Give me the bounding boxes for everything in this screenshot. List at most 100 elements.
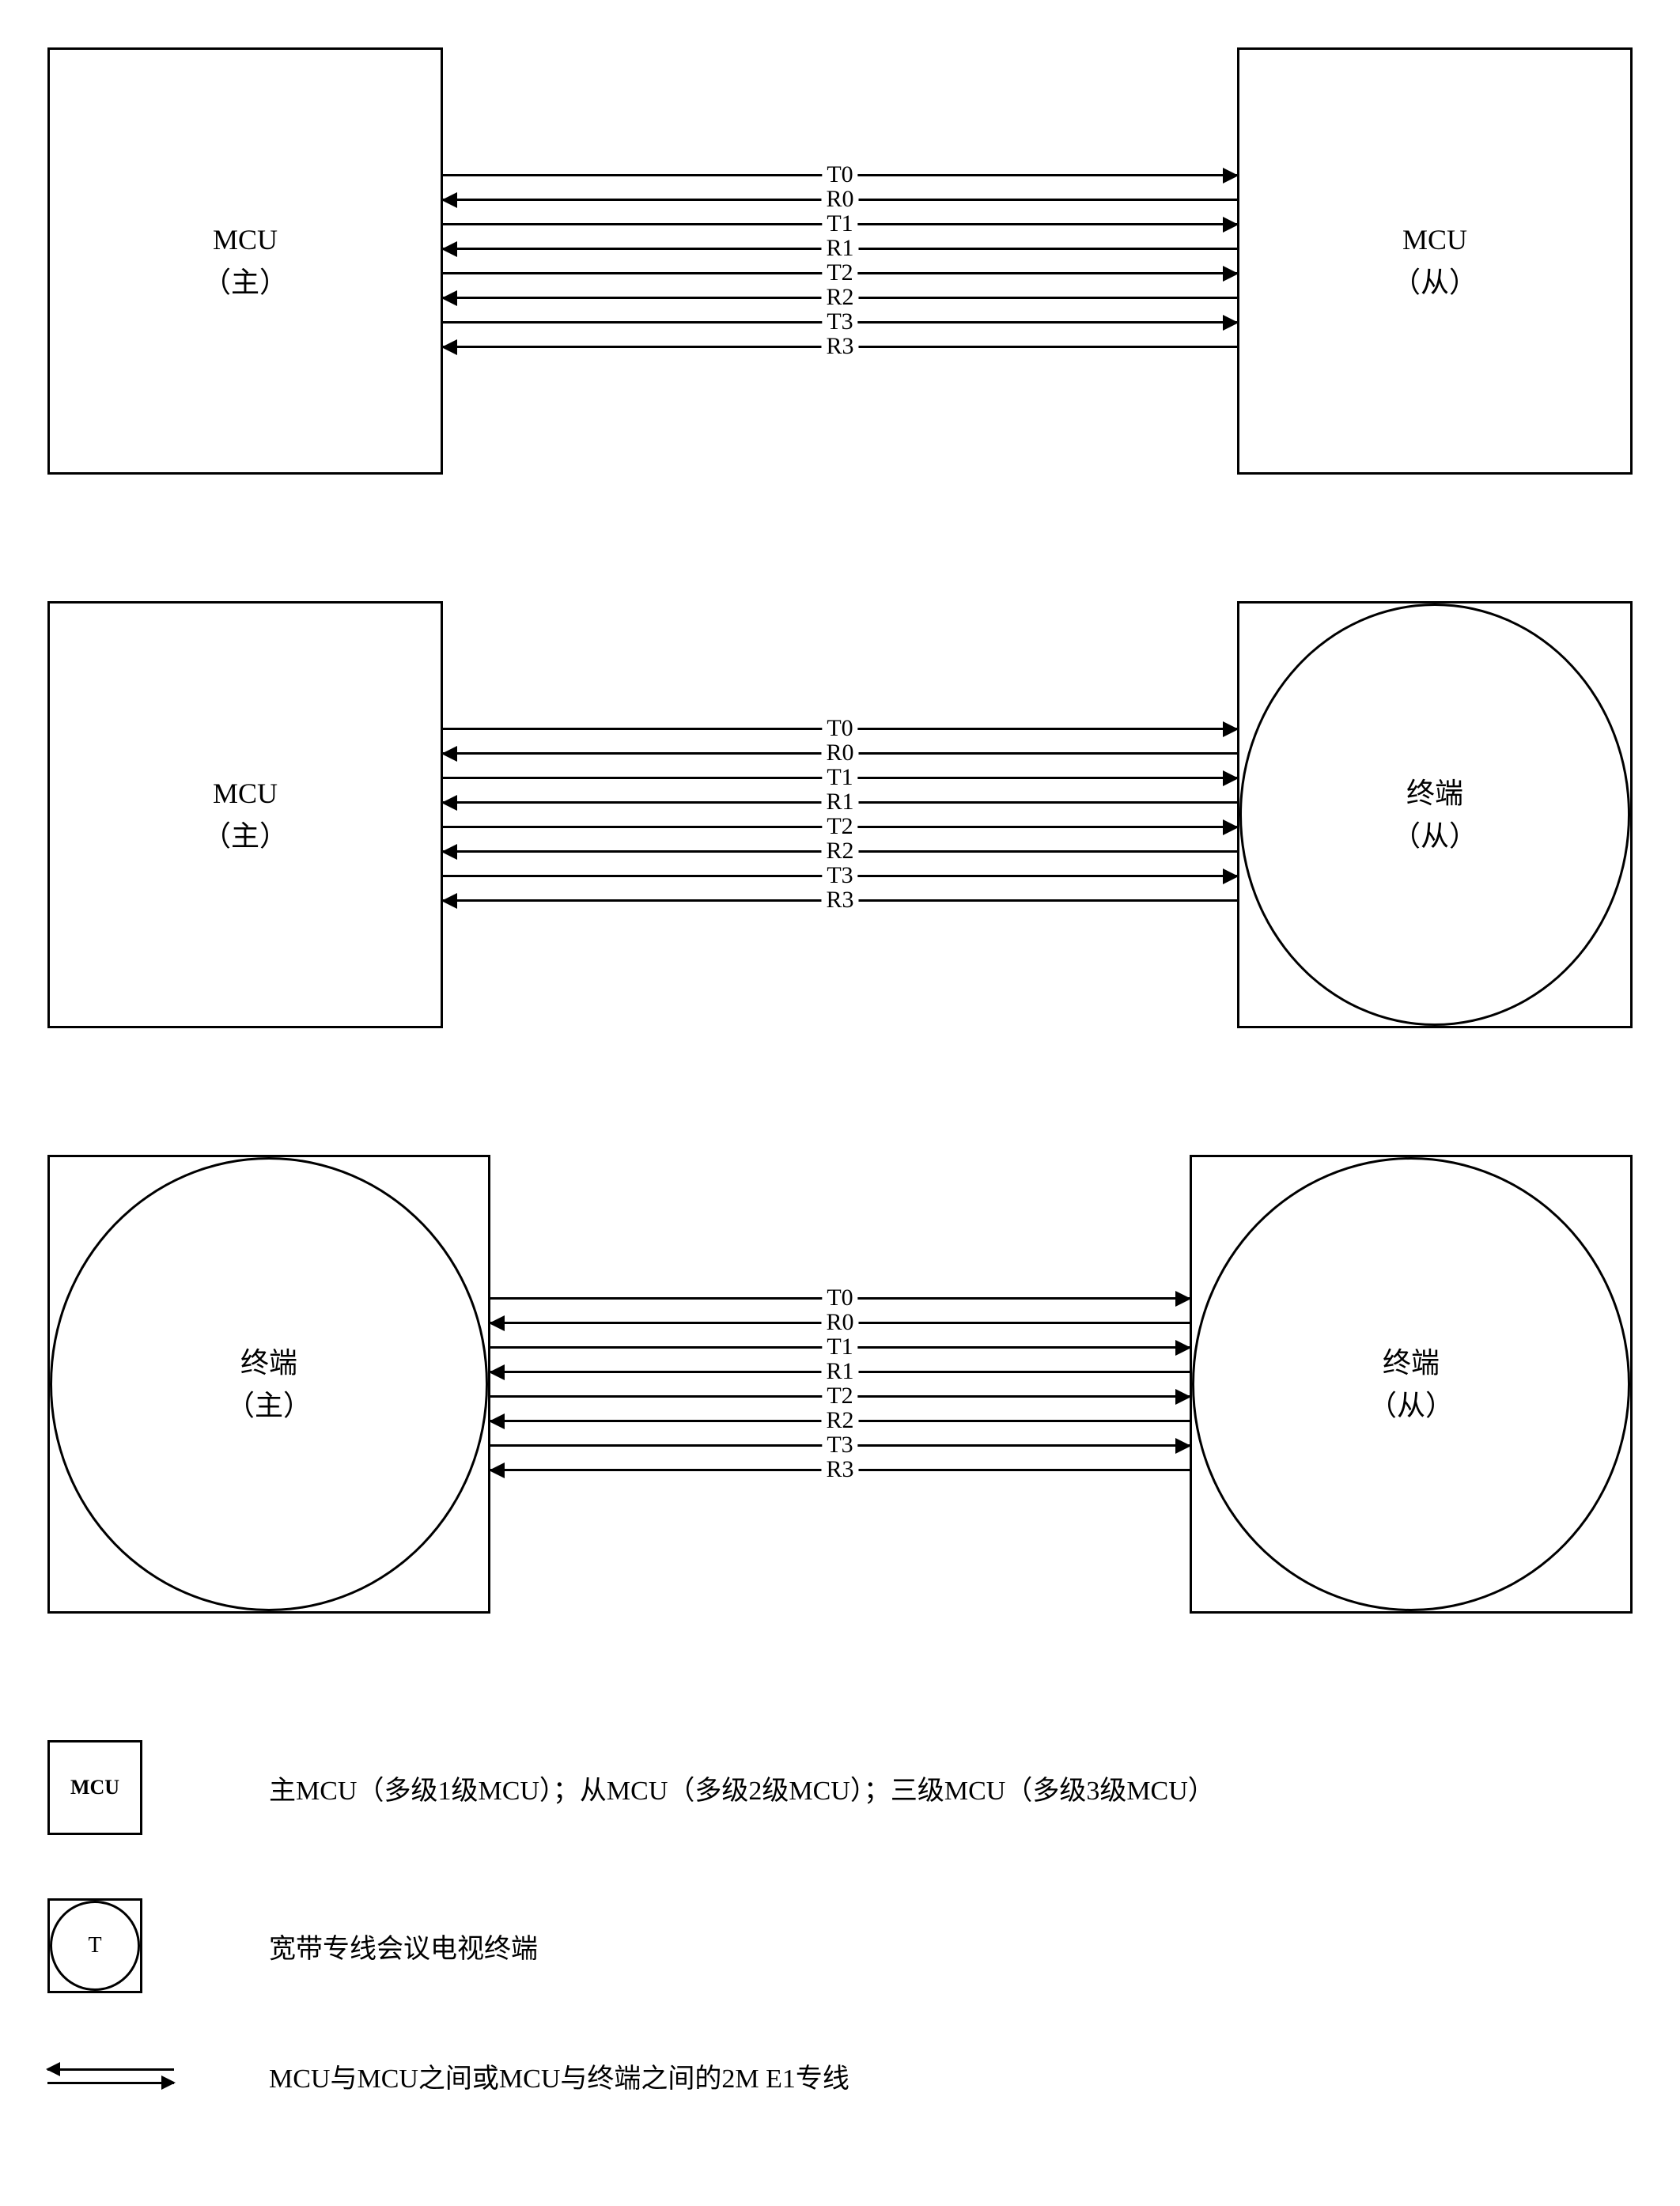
- row3-line-r2-label: R2: [821, 1407, 858, 1434]
- legend-terminal-text: 宽带专线会议电视终端: [269, 1927, 538, 1966]
- row2-line-t3-label: T3: [822, 862, 857, 889]
- row3-line-r0: R0: [490, 1322, 1190, 1324]
- row3-right-line1: 终端: [1383, 1347, 1440, 1379]
- row1-right-line1: MCU: [1402, 224, 1467, 255]
- row3-left-line1: 终端: [240, 1347, 297, 1379]
- row3-right-circle: 终端 （从）: [1192, 1157, 1630, 1611]
- row3-line-t0: T0: [490, 1297, 1190, 1300]
- legend-arrow-symbol: [47, 2068, 206, 2084]
- row2-right-node: 终端 （从）: [1237, 601, 1633, 1028]
- row2-left-label: MCU （主）: [202, 772, 288, 857]
- legend-terminal-symbol: T: [47, 1898, 206, 1993]
- row3-left-label: 终端 （主）: [226, 1341, 312, 1427]
- row2-line-r1: R1: [443, 801, 1237, 804]
- row1-line-t0: T0: [443, 174, 1237, 176]
- row2-left-line2: （主）: [202, 820, 288, 852]
- row1-line-r1: R1: [443, 248, 1237, 250]
- row2-line-t1: T1: [443, 777, 1237, 779]
- legend-row-arrow: MCU与MCU之间或MCU与终端之间的2M E1专线: [47, 2057, 1633, 2095]
- row1-line-r0: R0: [443, 199, 1237, 201]
- row3-line-r1: R1: [490, 1371, 1190, 1373]
- row1-line-t3: T3: [443, 321, 1237, 324]
- row3-connections: T0 R0 T1 R1 T2 R2 T3 R3: [490, 1155, 1190, 1614]
- row1-right-label: MCU （从）: [1392, 218, 1478, 304]
- row2-left-line1: MCU: [213, 778, 278, 809]
- row2-line-r2-label: R2: [821, 838, 858, 865]
- row3-line-t3: T3: [490, 1444, 1190, 1447]
- legend-mcu-symbol-label: MCU: [70, 1776, 119, 1799]
- row1-right-line2: （从）: [1392, 267, 1478, 298]
- row2-right-circle: 终端 （从）: [1239, 604, 1630, 1026]
- row1-line-r0-label: R0: [821, 186, 858, 213]
- legend-arrow-right-icon: [47, 2082, 174, 2084]
- legend: MCU 主MCU（多级1级MCU）；从MCU（多级2级MCU）；三级MCU（多级…: [47, 1740, 1633, 2095]
- row1-line-t2: T2: [443, 272, 1237, 274]
- row3-line-r1-label: R1: [821, 1358, 858, 1385]
- row2-line-t1-label: T1: [822, 764, 857, 791]
- row3-line-t1: T1: [490, 1346, 1190, 1349]
- row3-line-t3-label: T3: [822, 1432, 857, 1459]
- row2-line-t2-label: T2: [822, 813, 857, 840]
- row2-line-t2: T2: [443, 826, 1237, 828]
- legend-row-terminal: T 宽带专线会议电视终端: [47, 1898, 1633, 1993]
- row1-line-t0-label: T0: [822, 161, 857, 188]
- row2-right-label: 终端 （从）: [1392, 772, 1478, 857]
- legend-arrows: [47, 2068, 174, 2084]
- row1-left-label: MCU （主）: [202, 218, 288, 304]
- row2-left-node: MCU （主）: [47, 601, 443, 1028]
- diagram-canvas: MCU （主） T0 R0 T1 R1 T2 R2 T3 R3 MCU （从） …: [47, 47, 1633, 2095]
- row1-line-t3-label: T3: [822, 308, 857, 335]
- row1-line-t1-label: T1: [822, 210, 857, 237]
- legend-terminal-circle: T: [50, 1901, 140, 1991]
- row2-right-line2: （从）: [1392, 820, 1478, 852]
- row1-left-node: MCU （主）: [47, 47, 443, 475]
- legend-mcu-symbol: MCU: [47, 1740, 206, 1835]
- row2-connections: T0 R0 T1 R1 T2 R2 T3 R3: [443, 601, 1237, 1028]
- row2-line-t0: T0: [443, 728, 1237, 730]
- row3-right-node: 终端 （从）: [1190, 1155, 1633, 1614]
- legend-row-mcu: MCU 主MCU（多级1级MCU）；从MCU（多级2级MCU）；三级MCU（多级…: [47, 1740, 1633, 1835]
- row1-line-t2-label: T2: [822, 259, 857, 286]
- row3-right-line2: （从）: [1368, 1390, 1454, 1421]
- row-3: 终端 （主） T0 R0 T1 R1 T2 R2 T3 R3 终端 （从）: [47, 1155, 1633, 1614]
- row2-line-t0-label: T0: [822, 715, 857, 742]
- legend-arrow-left-icon: [47, 2068, 174, 2071]
- row3-line-t2: T2: [490, 1395, 1190, 1398]
- row-2: MCU （主） T0 R0 T1 R1 T2 R2 T3 R3 终端 （从）: [47, 601, 1633, 1028]
- row3-line-r0-label: R0: [821, 1309, 858, 1336]
- row3-left-circle: 终端 （主）: [50, 1157, 488, 1611]
- row2-line-r2: R2: [443, 850, 1237, 853]
- legend-terminal-box: T: [47, 1898, 142, 1993]
- row2-line-r0: R0: [443, 752, 1237, 755]
- row3-line-t1-label: T1: [822, 1334, 857, 1360]
- row3-line-r3: R3: [490, 1469, 1190, 1471]
- row3-line-r3-label: R3: [821, 1456, 858, 1483]
- row2-line-r0-label: R0: [821, 740, 858, 766]
- row3-left-line2: （主）: [226, 1390, 312, 1421]
- row3-line-r2: R2: [490, 1420, 1190, 1422]
- row3-left-node: 终端 （主）: [47, 1155, 490, 1614]
- row3-line-t2-label: T2: [822, 1383, 857, 1409]
- row1-left-line2: （主）: [202, 267, 288, 298]
- legend-arrow-text: MCU与MCU之间或MCU与终端之间的2M E1专线: [269, 2057, 849, 2095]
- row1-line-r1-label: R1: [821, 235, 858, 262]
- row1-line-r3: R3: [443, 346, 1237, 348]
- row3-line-t0-label: T0: [822, 1285, 857, 1311]
- row1-connections: T0 R0 T1 R1 T2 R2 T3 R3: [443, 47, 1237, 475]
- row-1: MCU （主） T0 R0 T1 R1 T2 R2 T3 R3 MCU （从）: [47, 47, 1633, 475]
- row2-line-r3-label: R3: [821, 887, 858, 914]
- legend-mcu-box: MCU: [47, 1740, 142, 1835]
- row1-line-r2-label: R2: [821, 284, 858, 311]
- row3-right-label: 终端 （从）: [1368, 1341, 1454, 1427]
- row1-left-line1: MCU: [213, 224, 278, 255]
- row1-line-r3-label: R3: [821, 333, 858, 360]
- row1-line-t1: T1: [443, 223, 1237, 225]
- row2-right-line1: 终端: [1406, 778, 1463, 809]
- legend-terminal-symbol-label: T: [88, 1933, 101, 1958]
- row2-line-r3: R3: [443, 899, 1237, 902]
- row2-line-r1-label: R1: [821, 789, 858, 815]
- row1-right-node: MCU （从）: [1237, 47, 1633, 475]
- row1-line-r2: R2: [443, 297, 1237, 299]
- legend-mcu-text: 主MCU（多级1级MCU）；从MCU（多级2级MCU）；三级MCU（多级3级MC…: [269, 1769, 1215, 1807]
- row2-line-t3: T3: [443, 875, 1237, 877]
